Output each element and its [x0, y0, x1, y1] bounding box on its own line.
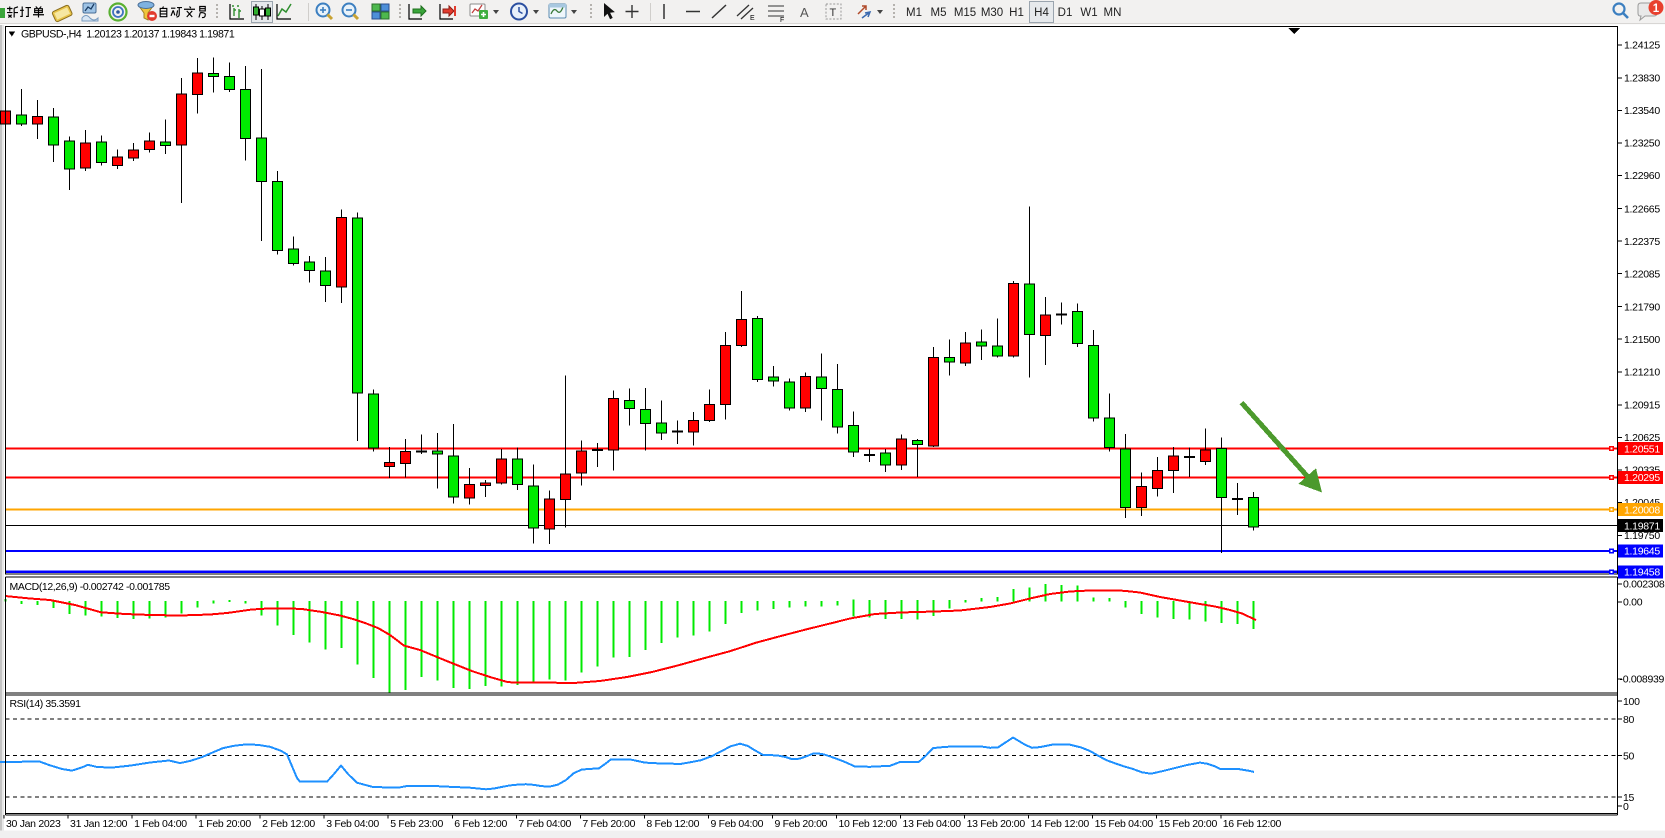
- svg-text:1.20625: 1.20625: [1624, 432, 1660, 444]
- svg-text:13 Feb 20:00: 13 Feb 20:00: [967, 818, 1026, 830]
- svg-text:1.21210: 1.21210: [1624, 367, 1660, 379]
- svg-text:1.20295: 1.20295: [1624, 472, 1660, 484]
- svg-text:1.22375: 1.22375: [1624, 236, 1660, 248]
- svg-text:1.23830: 1.23830: [1624, 73, 1660, 85]
- svg-text:1 Feb 04:00: 1 Feb 04:00: [134, 818, 187, 830]
- svg-text:1.24125: 1.24125: [1624, 40, 1660, 52]
- svg-text:15 Feb 04:00: 15 Feb 04:00: [1095, 818, 1154, 830]
- svg-text:1.19458: 1.19458: [1624, 567, 1660, 579]
- svg-text:-0.008939: -0.008939: [1620, 674, 1665, 686]
- svg-text:9 Feb 20:00: 9 Feb 20:00: [774, 818, 827, 830]
- svg-text:13 Feb 04:00: 13 Feb 04:00: [903, 818, 962, 830]
- svg-text:50: 50: [1623, 751, 1635, 763]
- svg-text:F: F: [780, 17, 784, 24]
- svg-text:1.20551: 1.20551: [1624, 443, 1660, 455]
- svg-text:1.19750: 1.19750: [1624, 530, 1660, 542]
- svg-text:1.23250: 1.23250: [1624, 138, 1660, 150]
- svg-text:0.002308: 0.002308: [1623, 579, 1665, 591]
- svg-text:0: 0: [1623, 801, 1629, 813]
- svg-text:8 Feb 12:00: 8 Feb 12:00: [646, 818, 699, 830]
- svg-text:H1: H1: [1009, 7, 1024, 19]
- svg-text:M1: M1: [906, 7, 922, 19]
- svg-text:1.21500: 1.21500: [1624, 334, 1660, 346]
- svg-text:1: 1: [1653, 3, 1660, 15]
- svg-text:1.19871: 1.19871: [1624, 520, 1660, 532]
- svg-text:100: 100: [1623, 696, 1640, 708]
- svg-text:M5: M5: [931, 7, 947, 19]
- svg-text:9 Feb 04:00: 9 Feb 04:00: [710, 818, 763, 830]
- svg-text:M30: M30: [981, 7, 1003, 19]
- svg-text:10 Feb 12:00: 10 Feb 12:00: [839, 818, 898, 830]
- svg-text:3 Feb 04:00: 3 Feb 04:00: [326, 818, 379, 830]
- svg-text:15: 15: [1623, 792, 1635, 804]
- svg-text:7 Feb 20:00: 7 Feb 20:00: [582, 818, 635, 830]
- svg-text:0.00: 0.00: [1623, 597, 1643, 609]
- svg-text:1.23540: 1.23540: [1624, 105, 1660, 117]
- svg-text:M15: M15: [954, 7, 976, 19]
- svg-text:31 Jan 12:00: 31 Jan 12:00: [70, 818, 128, 830]
- svg-text:1.22085: 1.22085: [1624, 268, 1660, 280]
- svg-text:14 Feb 12:00: 14 Feb 12:00: [1031, 818, 1090, 830]
- svg-text:6 Feb 12:00: 6 Feb 12:00: [454, 818, 507, 830]
- svg-text:7 Feb 04:00: 7 Feb 04:00: [518, 818, 571, 830]
- svg-text:H4: H4: [1034, 7, 1049, 19]
- svg-text:T: T: [830, 7, 837, 19]
- svg-text:E: E: [750, 15, 755, 22]
- svg-text:1.19645: 1.19645: [1624, 546, 1660, 558]
- svg-text:80: 80: [1623, 714, 1635, 726]
- svg-text:D1: D1: [1058, 7, 1073, 19]
- svg-text:RSI(14) 35.3591: RSI(14) 35.3591: [10, 698, 82, 710]
- svg-text:1 Feb 20:00: 1 Feb 20:00: [198, 818, 251, 830]
- svg-text:5 Feb 23:00: 5 Feb 23:00: [390, 818, 443, 830]
- svg-text:15 Feb 20:00: 15 Feb 20:00: [1159, 818, 1218, 830]
- svg-text:2 Feb 12:00: 2 Feb 12:00: [262, 818, 315, 830]
- svg-text:A: A: [800, 5, 809, 20]
- svg-text:GBPUSD-,H4 1.20123 1.20137 1.: GBPUSD-,H4 1.20123 1.20137 1.19843 1.198…: [21, 29, 235, 41]
- svg-text:1.22960: 1.22960: [1624, 170, 1660, 182]
- svg-text:1.22665: 1.22665: [1624, 203, 1660, 215]
- svg-text:1.21790: 1.21790: [1624, 301, 1660, 313]
- svg-text:16 Feb 12:00: 16 Feb 12:00: [1223, 818, 1282, 830]
- svg-text:30 Jan 2023: 30 Jan 2023: [6, 818, 61, 830]
- svg-text:MN: MN: [1104, 7, 1122, 19]
- svg-text:W1: W1: [1080, 7, 1097, 19]
- svg-text:1.20008: 1.20008: [1624, 504, 1660, 516]
- svg-text:MACD(12,26,9) -0.002742 -0.001: MACD(12,26,9) -0.002742 -0.001785: [10, 581, 171, 593]
- svg-text:1.20915: 1.20915: [1624, 400, 1660, 412]
